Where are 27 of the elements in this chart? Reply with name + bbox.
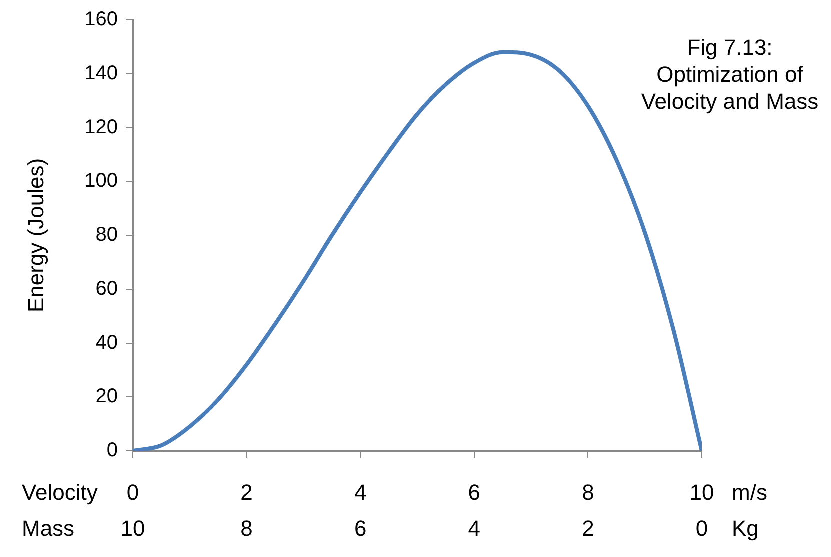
y-tick-label: 120 xyxy=(84,116,118,138)
y-axis-title: Energy (Joules) xyxy=(23,158,48,313)
y-tick-label: 100 xyxy=(84,170,118,192)
x2-tick-label: 6 xyxy=(354,516,367,542)
x2-tick-label: 2 xyxy=(582,516,594,542)
y-tick-label: 40 xyxy=(96,332,118,354)
text: Kg xyxy=(732,516,759,542)
x2-tick-label: 10 xyxy=(120,516,146,542)
x-tick-label: 4 xyxy=(354,480,367,506)
x-tick-label: 10 xyxy=(690,480,714,506)
x2-tick-label: 0 xyxy=(696,516,708,542)
y-tick-label: 60 xyxy=(96,278,118,300)
x-tick-label: 6 xyxy=(468,480,481,506)
x2-tick-label: 8 xyxy=(240,516,253,542)
text: m/s xyxy=(732,480,768,506)
y-tick-label: 0 xyxy=(106,440,118,462)
y-tick-label: 140 xyxy=(84,62,118,84)
y-tick-label: 160 xyxy=(84,8,118,31)
x-axis-title: Velocity xyxy=(22,480,98,506)
y-tick-label: 20 xyxy=(96,386,118,408)
x-tick-label: 8 xyxy=(582,480,594,506)
x2-tick-label: 4 xyxy=(468,516,481,542)
y-tick-label: 80 xyxy=(96,224,118,246)
x-tick-label: 2 xyxy=(240,480,253,506)
x2-axis-title: Mass xyxy=(22,516,75,542)
x-tick-label: 0 xyxy=(126,480,140,506)
text: Fig 7.13: Optimization of Velocity and Mass xyxy=(640,34,820,115)
